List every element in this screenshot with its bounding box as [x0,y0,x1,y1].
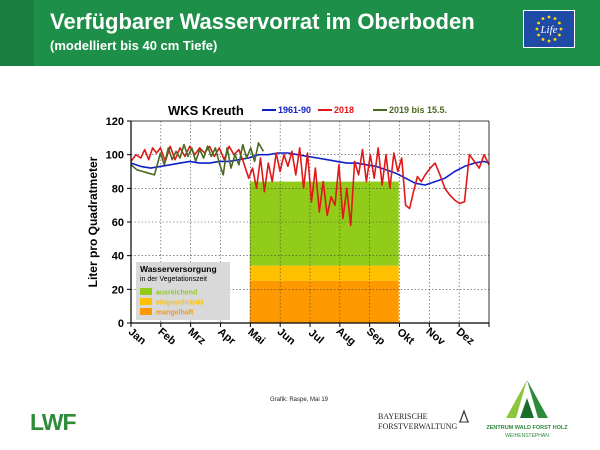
eu-star-icon [553,17,557,21]
x-tick-label: Dez [454,326,477,348]
eu-star-icon [559,27,563,31]
eu-star-icon [557,33,561,37]
x-tick-label: Apr [215,326,238,348]
header-accent-bar [0,0,34,66]
legend-label: 2018 [334,105,354,115]
y-tick-label: 40 [112,251,124,263]
y-tick-label: 20 [112,284,124,296]
bf-logo-tree-icon [459,409,469,423]
page-title: Verfügbarer Wasservorrat im Oberboden [50,9,475,34]
band-eingeschränkt [249,265,399,281]
eu-star-icon [553,37,557,41]
supply-legend-label: mangelhaft [156,310,194,317]
eu-star-icon [547,15,551,19]
x-tick-label: Nov [423,325,447,348]
eu-life-logo: Life [523,10,575,48]
x-tick-label: Jul [306,327,326,346]
y-tick-label: 60 [112,217,124,229]
supply-legend-subtitle: in der Vegetationszeit [140,276,207,283]
supply-legend-label: ausreichend [156,290,197,297]
y-tick-label: 0 [118,318,124,330]
supply-legend-swatch [140,298,152,305]
water-supply-chart: 0 20 40 60 80 100 120 Jan Feb Mrz Apr Mai Jun Jul Aug S… [86,103,490,349]
series-line-2019 bis 15.5. [130,142,265,176]
x-tick-label: Sep [364,326,387,348]
eu-star-icon [547,39,551,43]
bf-logo-line1: BAYERISCHE [378,412,428,421]
y-axis-label: Liter pro Quadratmeter [86,156,100,287]
x-tick-label: Mai [245,326,267,347]
y-tick-label: 100 [106,150,124,162]
zwfh-logo-line1: ZENTRUM WALD FORST HOLZ [486,425,568,431]
header-banner: Verfügbarer Wasservorrat im Oberboden (m… [0,0,600,66]
eu-star-icon [541,37,545,41]
series-line-1961-90 [130,152,490,186]
supply-legend-swatch [140,308,152,315]
eu-star-icon [541,17,545,21]
eu-life-text: Life [539,24,557,36]
y-tick-label: 80 [112,183,124,195]
supply-legend-label: eingeschränkt [156,300,204,307]
lwf-logo: LWF [30,409,77,433]
chart-credit: Grafik: Raspe, Mai 19 [270,397,329,403]
x-tick-label: Okt [395,326,417,347]
supply-legend-swatch [140,288,152,295]
band-mangelhaft [249,280,399,323]
eu-star-icon [535,27,539,31]
bayerische-forstverwaltung-logo: BAYERISCHE FORSTVERWALTUNG [378,412,457,432]
legend-label: 2019 bis 15.5. [389,105,447,115]
chart-title: WKS Kreuth [168,103,244,118]
x-tick-label: Jan [126,326,148,348]
x-tick-label: Jun [275,326,298,348]
zentrum-wald-forst-holz-logo: ZENTRUM WALD FORST HOLZ WEIHENSTEPHAN [486,380,568,439]
bf-logo-line2: FORSTVERWALTUNG [378,422,458,431]
x-tick-label: Feb [155,326,178,348]
page-subtitle: (modelliert bis 40 cm Tiefe) [50,38,218,53]
eu-star-icon [557,21,561,25]
x-tick-label: Aug [334,325,358,348]
zwfh-logo-line2: WEIHENSTEPHAN [505,433,549,439]
supply-legend-title: Wasserversorgung [140,264,217,274]
y-tick-label: 120 [106,116,124,128]
eu-star-icon [537,33,541,37]
svg-text:LWF: LWF [30,409,76,433]
x-tick-label: Mrz [185,326,208,348]
eu-star-icon [537,21,541,25]
legend-label: 1961-90 [278,105,311,115]
